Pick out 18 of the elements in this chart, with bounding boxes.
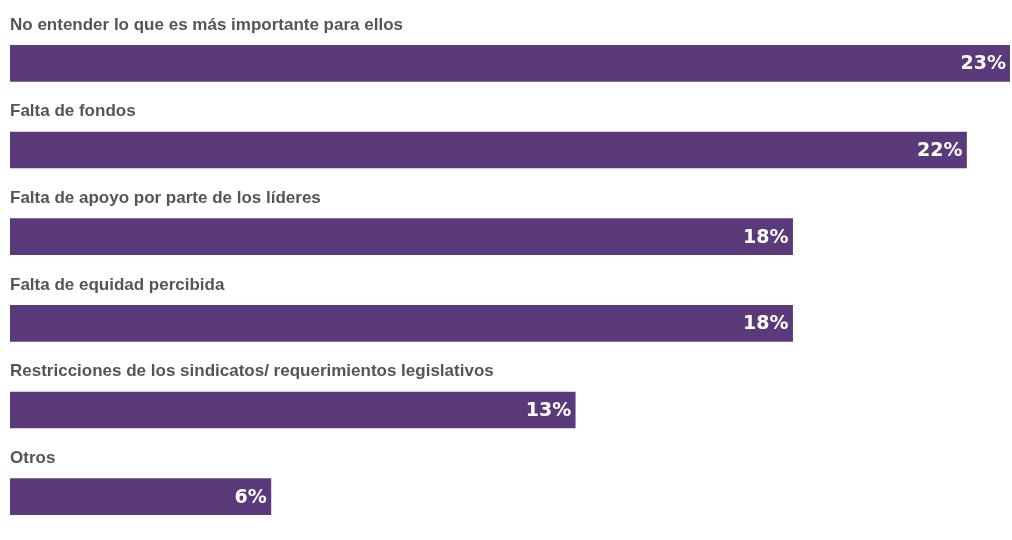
data-label: 13% bbox=[525, 397, 572, 420]
y-tick-label: Falta de equidad percibida bbox=[10, 274, 225, 294]
y-tick-label: Restricciones de los sindicatos/ requerimientos legislativos bbox=[10, 361, 494, 381]
bar bbox=[10, 305, 793, 342]
bar bbox=[10, 45, 1010, 82]
bar bbox=[10, 478, 272, 515]
bar bbox=[10, 218, 793, 255]
y-tick-label: Falta de apoyo por parte de los líderes bbox=[10, 187, 321, 207]
data-label: 18% bbox=[743, 224, 789, 247]
bar bbox=[10, 131, 967, 169]
y-tick-label: Otros bbox=[10, 447, 56, 467]
y-tick-label: Falta de fondos bbox=[10, 101, 136, 121]
data-label: 22% bbox=[917, 137, 963, 160]
data-label: 23% bbox=[960, 51, 1006, 74]
bar bbox=[10, 391, 576, 429]
data-label: 6% bbox=[234, 484, 267, 507]
y-tick-label: No entender lo que es más importante para ellos bbox=[10, 14, 403, 34]
data-label: 18% bbox=[743, 311, 789, 334]
